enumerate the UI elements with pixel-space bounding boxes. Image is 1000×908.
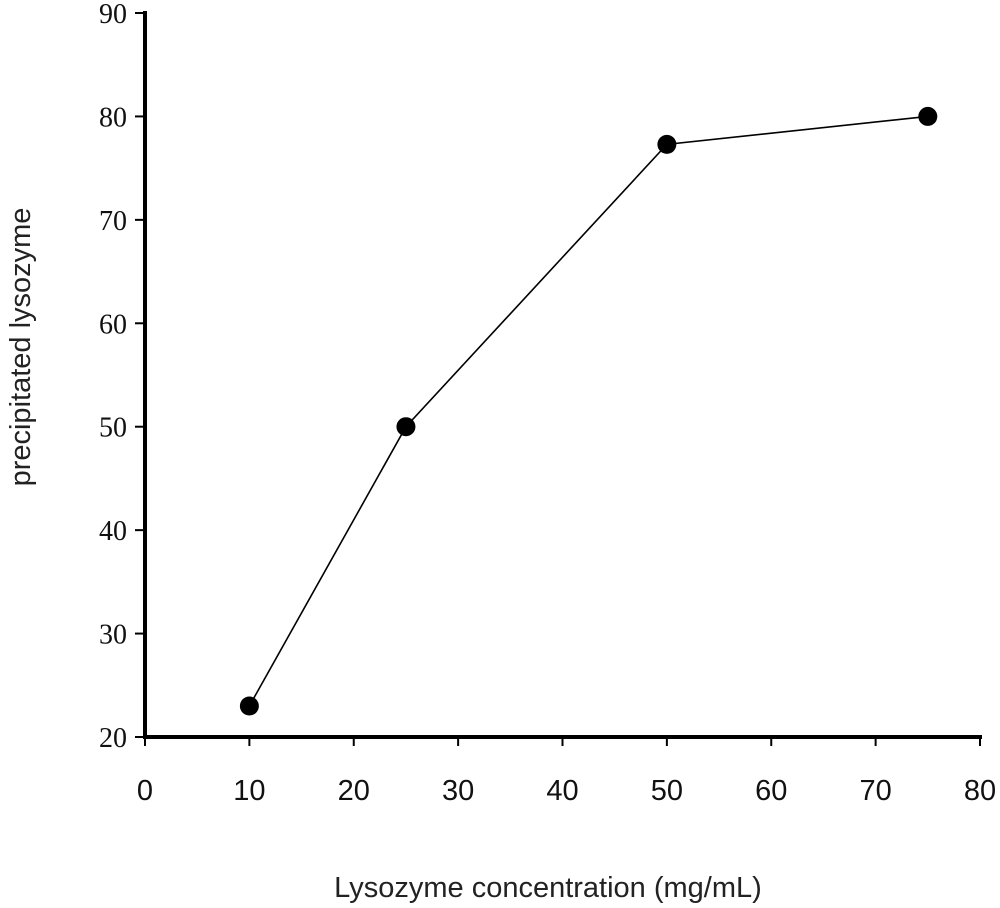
x-tick-label: 70 — [859, 775, 891, 807]
y-tick-label: 40 — [99, 516, 127, 547]
y-tick-label: 80 — [99, 102, 127, 133]
x-tick-label: 10 — [233, 775, 265, 807]
y-tick-label: 50 — [99, 413, 127, 444]
y-tick-label: 70 — [99, 206, 127, 237]
y-tick-label: 60 — [99, 309, 127, 340]
x-tick-label: 40 — [546, 775, 578, 807]
x-axis-ticks: 0 10 20 30 40 50 60 70 80 — [137, 737, 996, 807]
y-axis-title: precipitated lysozyme — [5, 208, 37, 487]
x-tick-label: 30 — [442, 775, 474, 807]
x-tick-label: 20 — [338, 775, 370, 807]
data-point — [239, 696, 259, 716]
y-tick-label: 20 — [99, 723, 127, 754]
y-tick-label: 30 — [99, 620, 127, 651]
series-line — [248, 115, 928, 707]
y-tick-label: 90 — [99, 0, 127, 30]
x-tick-label: 50 — [651, 775, 683, 807]
y-axis-ticks: 20 30 40 50 60 70 80 90 — [99, 0, 145, 754]
data-point — [657, 134, 677, 154]
x-tick-label: 80 — [964, 775, 996, 807]
data-point — [396, 417, 416, 437]
x-tick-label: 60 — [755, 775, 787, 807]
series-group — [239, 106, 938, 716]
x-tick-label: 0 — [137, 775, 153, 807]
data-point — [918, 106, 938, 126]
x-axis-title: Lysozyme concentration (mg/mL) — [334, 872, 762, 904]
